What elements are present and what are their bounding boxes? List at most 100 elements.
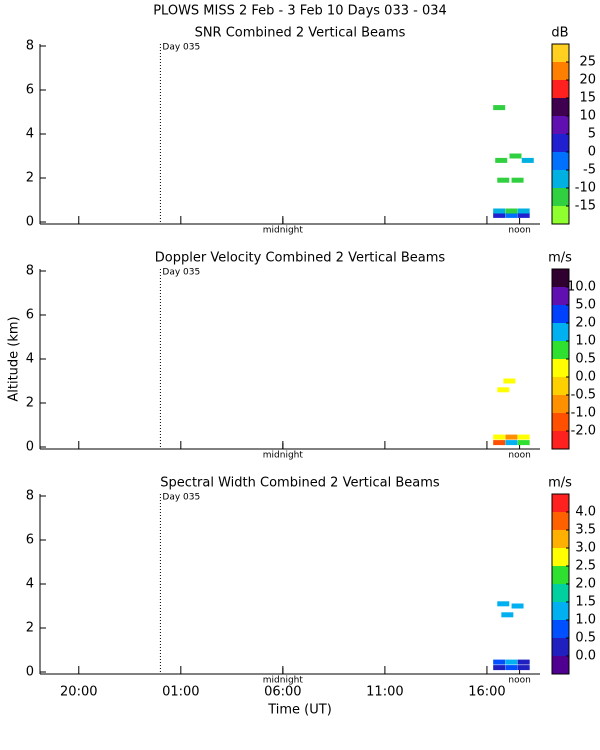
colorbar-band [552,170,569,188]
y-axis-label: Altitude (km) [7,316,22,401]
colorbar-unit: m/s [548,251,572,266]
echo-cell [493,659,506,665]
colorbar-band [552,377,569,395]
panel-title: Doppler Velocity Combined 2 Vertical Bea… [155,251,446,266]
echo-cell [517,659,530,665]
colorbar-band [552,134,569,152]
echo-cell [493,208,506,214]
echo-cell [505,440,518,446]
colorbar-band [552,305,569,323]
colorbar-tick-label: 0.0 [575,370,596,385]
y-tick-label: 8 [26,39,34,54]
annotation: midnight [263,451,304,461]
colorbar-band [552,323,569,341]
colorbar-tick-label: -2.0 [571,424,596,439]
colorbar-band [552,152,569,170]
colorbar-tick-label: 20 [579,73,596,88]
echo-cell [505,659,518,665]
colorbar-band [552,431,569,449]
colorbar-band [552,62,569,80]
colorbar-band [552,638,569,656]
y-tick-label: 2 [26,171,34,186]
echo-cell [505,212,518,218]
colorbar-tick-label: 0.5 [575,352,596,367]
colorbar-band [552,359,569,377]
x-axis-label: Time (UT) [267,703,332,718]
echo-cell [493,440,506,446]
colorbar-tick-label: -10 [575,181,596,196]
colorbar-band [552,188,569,206]
y-tick-label: 6 [26,533,34,548]
colorbar-band [552,395,569,413]
colorbar-band [552,584,569,602]
echo-cell [511,603,524,609]
colorbar-unit: dB [551,26,568,41]
page-title: PLOWS MISS 2 Feb - 3 Feb 10 Days 033 - 0… [153,4,447,19]
y-tick-label: 2 [26,621,34,636]
colorbar-band [552,116,569,134]
colorbar-band [552,512,569,530]
annotation: Day 035 [162,268,200,278]
colorbar-tick-label: 3.5 [575,523,596,538]
echo-cell [505,665,518,671]
x-tick-label: 01:00 [162,685,199,700]
echo-cell [503,378,516,384]
colorbar-tick-label: 25 [579,55,596,70]
colorbar-band [552,44,569,62]
colorbar-band [552,530,569,548]
colorbar-tick-label: 0.5 [575,631,596,646]
colorbar-tick-label: 1.0 [575,334,596,349]
y-tick-label: 6 [26,308,34,323]
echo-cell [501,612,514,618]
annotation: midnight [263,676,304,686]
colorbar-tick-label: 1.0 [575,613,596,628]
colorbar-band [552,494,569,512]
echo-cell [493,665,506,671]
echo-cell [517,440,530,446]
colorbar-tick-label: 10.0 [567,280,596,295]
colorbar-tick-label: 15 [579,91,596,106]
colorbar-tick-label: 4.0 [575,505,596,520]
echo-cell [511,177,524,183]
colorbar-tick-label: 10 [579,109,596,124]
y-tick-label: 0 [26,215,34,230]
y-tick-label: 8 [26,489,34,504]
echo-cell [493,434,506,440]
annotation: noon [508,676,530,686]
annotation: noon [508,451,530,461]
colorbar-band [552,602,569,620]
y-tick-label: 4 [26,352,34,367]
colorbar-tick-label: 0.0 [575,649,596,664]
y-tick-label: 0 [26,665,34,680]
echo-cell [493,105,506,111]
y-tick-label: 0 [26,440,34,455]
colorbar-band [552,548,569,566]
echo-cell [497,177,510,183]
echo-cell [505,434,518,440]
x-tick-label: 06:00 [264,685,301,700]
colorbar-tick-label: 2.5 [575,559,596,574]
annotation: noon [508,226,530,236]
panel-title: Spectral Width Combined 2 Vertical Beams [160,476,440,491]
colorbar-band [552,269,569,287]
colorbar-tick-label: 2.0 [575,577,596,592]
colorbar-unit: m/s [548,476,572,491]
colorbar-band [552,98,569,116]
x-tick-label: 20:00 [60,685,97,700]
annotation: midnight [263,226,304,236]
echo-cell [517,434,530,440]
y-tick-label: 4 [26,127,34,142]
echo-cell [521,157,534,163]
echo-cell [517,208,530,214]
colorbar-band [552,287,569,305]
colorbar-tick-label: -5 [583,163,596,178]
x-tick-label: 16:00 [468,685,505,700]
colorbar-band [552,566,569,584]
echo-cell [517,665,530,671]
colorbar-tick-label: 3.0 [575,541,596,556]
echo-cell [497,387,510,393]
colorbar-band [552,341,569,359]
colorbar-tick-label: 0 [588,145,596,160]
y-tick-label: 8 [26,264,34,279]
